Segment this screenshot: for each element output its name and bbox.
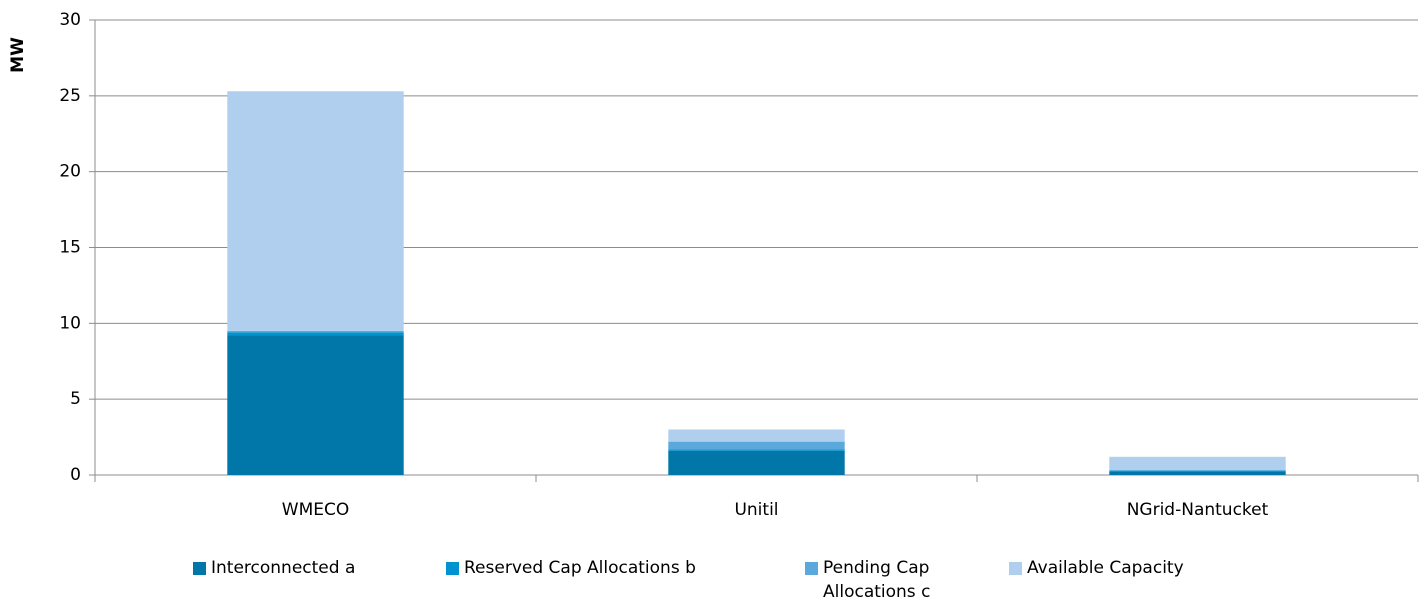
legend-swatch	[1009, 562, 1022, 575]
y-tick-label: 20	[59, 162, 81, 182]
legend-item: Available Capacity	[1009, 556, 1269, 580]
x-tick-label: WMECO	[282, 500, 349, 520]
bar-segment	[227, 330, 404, 333]
legend-swatch	[193, 562, 206, 575]
bar-segment	[668, 450, 845, 475]
bar-segment	[227, 332, 404, 336]
legend-label: Interconnected a	[211, 558, 356, 578]
x-tick-label: NGrid-Nantucket	[1127, 500, 1269, 520]
y-tick-label: 30	[59, 10, 81, 30]
legend-swatch	[805, 562, 818, 575]
y-tick-label: 0	[70, 465, 81, 485]
legend-item: Pending Cap Allocations c	[805, 556, 955, 604]
y-tick-label: 25	[59, 86, 81, 106]
x-tick-label: Unitil	[734, 500, 778, 520]
bar-segment	[227, 91, 404, 331]
legend-label: Reserved Cap Allocations b	[464, 558, 696, 578]
bar-segment	[668, 429, 845, 442]
y-tick-label: 15	[59, 238, 81, 258]
y-axis-label: MW	[8, 37, 28, 73]
legend-swatch	[446, 562, 459, 575]
bar-segment	[1109, 471, 1286, 475]
legend-label: Pending Cap Allocations c	[823, 558, 931, 602]
y-tick-label: 5	[70, 389, 81, 409]
bar-segment	[1109, 470, 1286, 472]
legend-label: Available Capacity	[1027, 558, 1184, 578]
bar-segment	[668, 441, 845, 450]
bar-segment	[227, 335, 404, 475]
legend-item: Reserved Cap Allocations b	[446, 556, 776, 580]
bar-segment	[668, 449, 845, 451]
y-tick-label: 10	[59, 313, 81, 333]
legend-item: Interconnected a	[193, 556, 433, 580]
bar-segment	[1109, 456, 1286, 471]
